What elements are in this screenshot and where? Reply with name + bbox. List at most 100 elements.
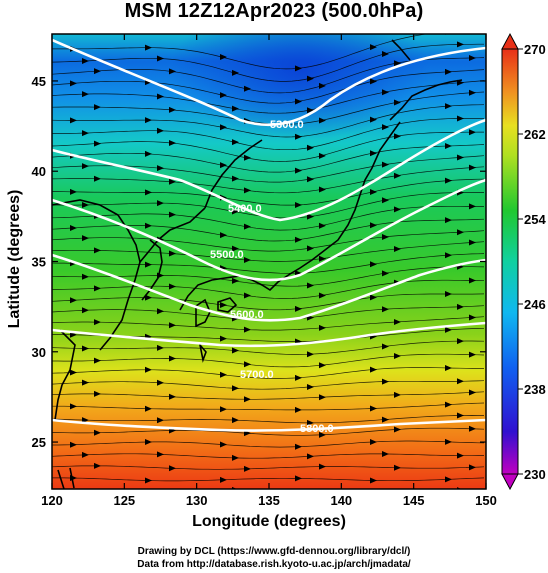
streamline-arrow: [295, 374, 302, 381]
streamline: [52, 80, 485, 114]
streamline-arrow: [244, 326, 251, 333]
streamline-arrow: [82, 58, 89, 65]
streamline: [52, 402, 485, 411]
streamline: [52, 367, 484, 379]
streamline-arrow: [94, 357, 101, 364]
streamline-arrow: [295, 65, 302, 72]
streamline-arrow: [82, 235, 89, 242]
streamline-arrow: [370, 261, 377, 268]
contour-line: [52, 38, 486, 127]
streamline-arrow: [457, 378, 464, 385]
streamline-arrow: [307, 213, 314, 220]
streamline-arrow: [382, 450, 389, 457]
streamline-arrow: [394, 60, 401, 67]
streamline-arrow: [319, 186, 326, 193]
streamline-arrow: [94, 104, 101, 111]
streamline-arrow: [457, 338, 464, 345]
streamline: [52, 380, 485, 390]
streamline-arrow: [457, 154, 464, 161]
contour-line: [52, 418, 486, 432]
streamline-arrow: [319, 292, 326, 299]
streamline-arrow: [94, 140, 101, 147]
streamline-arrow: [307, 383, 314, 390]
streamline-arrow: [232, 245, 239, 252]
streamline-arrow: [70, 403, 77, 410]
streamline-arrow: [220, 232, 227, 239]
streamline: [52, 205, 484, 231]
credit-data-source: Data from http://database.rish.kyoto-u.a…: [137, 559, 411, 570]
contour-label: 5400.0: [228, 203, 262, 215]
streamline-arrow: [244, 187, 251, 194]
streamline-arrow: [445, 143, 452, 150]
x-tick-label: 120: [41, 493, 63, 508]
streamline: [52, 34, 429, 70]
streamline: [52, 453, 485, 459]
streamline-arrow: [169, 139, 176, 146]
streamline: [52, 230, 485, 252]
streamline-arrow: [394, 353, 401, 360]
streamline-arrow: [394, 172, 401, 179]
streamline-arrow: [457, 452, 464, 459]
streamline-arrow: [70, 441, 77, 448]
streamline-arrow: [157, 417, 164, 424]
streamline: [52, 266, 485, 287]
streamline-arrow: [295, 133, 302, 140]
streamline-arrow: [469, 54, 476, 61]
streamline-arrow: [232, 139, 239, 146]
streamline-arrow: [220, 335, 227, 342]
streamline-arrow: [145, 189, 152, 196]
streamline-arrow: [394, 206, 401, 213]
streamline-arrow: [70, 297, 77, 304]
streamline: [52, 353, 485, 368]
streamline-arrow: [70, 117, 77, 124]
streamline-arrow: [145, 439, 152, 446]
streamline-arrow: [82, 417, 89, 424]
streamline: [52, 427, 485, 436]
streamline-arrow: [157, 451, 164, 458]
streamline-arrow: [319, 222, 326, 229]
streamline-arrow: [157, 344, 164, 351]
streamline-arrow: [82, 130, 89, 137]
x-axis-ticks: 120 125 130 135 140 145 150: [41, 34, 497, 508]
streamline-arrow: [445, 438, 452, 445]
streamline: [52, 415, 484, 424]
streamline-arrow: [307, 107, 314, 114]
streamline-arrow: [307, 144, 314, 151]
streamline-arrow: [145, 405, 152, 412]
streamline-arrow: [319, 362, 326, 369]
streamline-arrow: [94, 68, 101, 75]
streamline-arrow: [169, 211, 176, 218]
streamline-arrow: [295, 167, 302, 174]
streamline-arrow: [232, 347, 239, 354]
streamline-arrow: [319, 324, 326, 331]
streamline-arrow: [445, 326, 452, 333]
streamline-arrow: [394, 133, 401, 140]
streamline-arrow: [469, 89, 476, 96]
streamline-arrow: [307, 282, 314, 289]
coastlines: [52, 39, 463, 489]
streamline-arrow: [82, 307, 89, 314]
streamline-arrow: [70, 188, 77, 195]
streamline-arrow: [319, 463, 326, 470]
streamline-arrow: [394, 391, 401, 398]
streamline-arrow: [70, 369, 77, 376]
streamline-arrow: [157, 55, 164, 62]
y-tick-label: 35: [32, 255, 46, 270]
streamline-arrow: [370, 150, 377, 157]
contour-label: 5500.0: [210, 249, 244, 261]
streamline-arrow: [295, 201, 302, 208]
streamline-arrow: [157, 490, 164, 496]
streamline-arrow: [445, 217, 452, 224]
streamline-arrow: [244, 361, 251, 368]
streamline-arrow: [469, 464, 476, 471]
streamline-arrow: [94, 319, 101, 326]
streamline-arrow: [382, 343, 389, 350]
streamline: [52, 440, 485, 448]
streamline-arrow: [232, 454, 239, 461]
streamline-arrow: [82, 379, 89, 386]
streamline: [52, 166, 485, 194]
colorbar-gradient: [501, 48, 519, 475]
streamline-arrow: [94, 429, 101, 436]
streamline-arrow: [220, 441, 227, 448]
streamline: [52, 391, 485, 400]
